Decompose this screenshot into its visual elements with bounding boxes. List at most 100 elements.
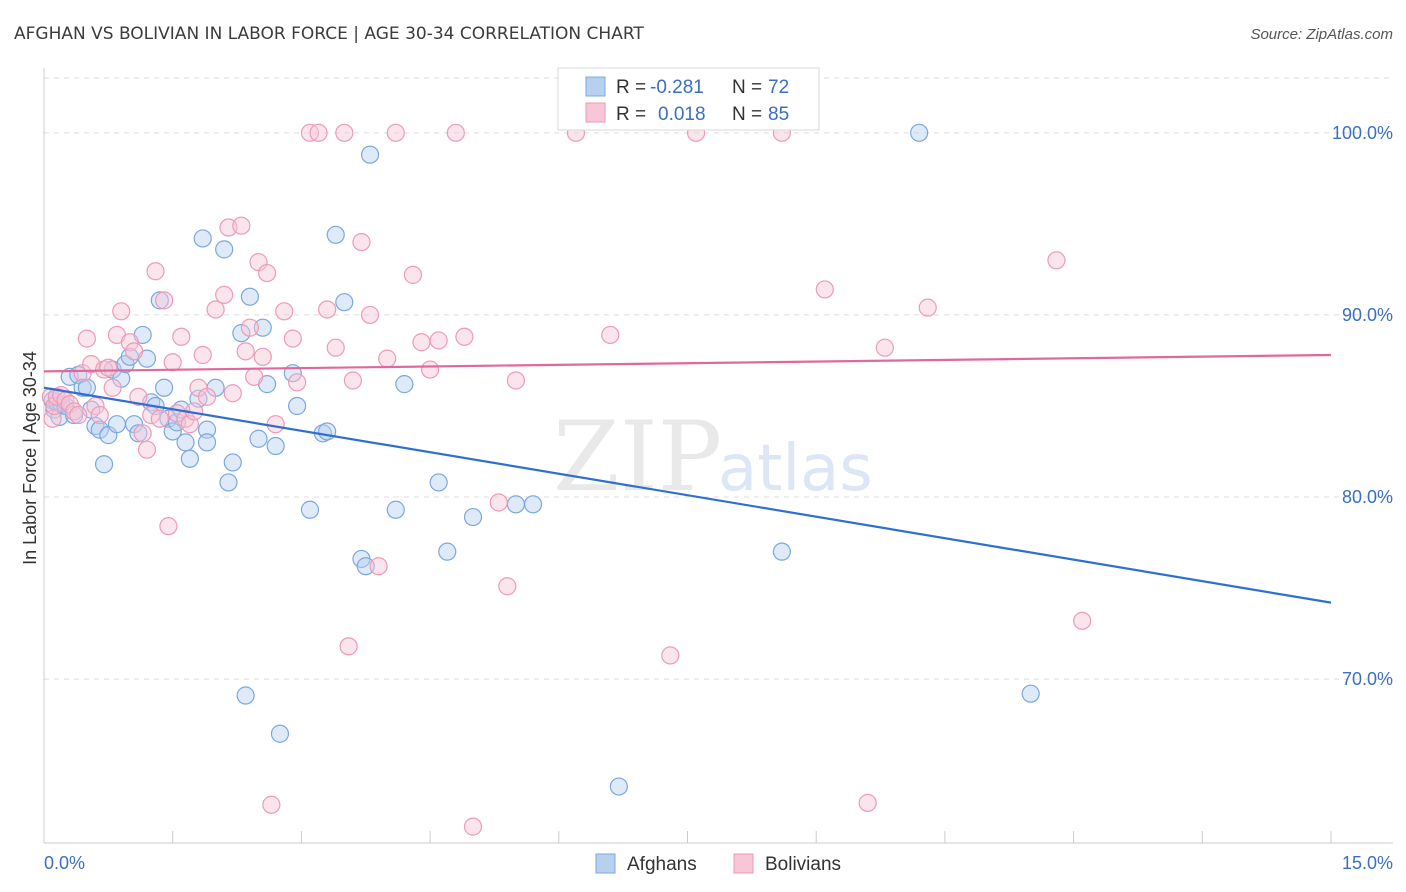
afghans-trend-line [43, 386, 1332, 604]
legend-n-value-afghans: 72 [768, 77, 789, 98]
bolivians-point [1073, 611, 1092, 630]
legend-n-label-bolivians: N = [732, 104, 762, 125]
afghans-point [253, 318, 272, 337]
bolivians-point [133, 424, 152, 443]
bolivians-point [69, 405, 88, 425]
bolivians-point [137, 440, 157, 459]
bolivians-point [283, 329, 302, 348]
bolivians-point [275, 302, 294, 321]
afghans-point [219, 473, 238, 492]
y-tick-label: 90.0% [1342, 305, 1393, 325]
bolivians-point [215, 285, 234, 304]
afghans-point [910, 123, 929, 142]
afghans-point [107, 415, 127, 434]
bolivians-point [309, 123, 328, 142]
afghans-point [232, 324, 251, 343]
bolivians-point [489, 493, 508, 512]
x-tick-label-max: 15.0% [1342, 853, 1393, 873]
bolivians-point [352, 232, 371, 252]
afghans-point [155, 378, 174, 397]
bolivians-point [266, 415, 285, 434]
bolivians-point [318, 300, 337, 319]
afghans-point [609, 777, 628, 796]
bolivians-point [99, 358, 118, 377]
afghans-point [163, 422, 182, 441]
bolivians-point [661, 646, 680, 665]
afghans-point [150, 291, 169, 310]
chart-title: AFGHAN VS BOLIVIAN IN LABOR FORCE | AGE … [14, 24, 644, 44]
afghans-point [73, 378, 92, 397]
legend-r-label-bolivians: R = [616, 104, 646, 125]
trend-lines [43, 353, 1332, 604]
afghans-point [300, 500, 320, 519]
bolivians-point [223, 384, 242, 403]
bolivians-point [257, 263, 277, 283]
bolivians-point [1047, 251, 1066, 270]
bolivians-point [918, 298, 937, 317]
watermark-atlas: atlas [718, 432, 873, 506]
axes [43, 68, 1393, 844]
afghans-point [129, 424, 148, 443]
afghans-point [429, 473, 448, 492]
watermark: ZIP atlas [553, 401, 873, 513]
bolivians-point [858, 793, 877, 813]
afghans-point [180, 449, 199, 468]
afghans-point [318, 422, 337, 441]
bolivians-point [369, 557, 388, 576]
afghans-point [90, 420, 109, 439]
afghans-point [249, 429, 268, 448]
bolivians-point [150, 409, 169, 428]
afghans-point [335, 293, 354, 312]
bolivians-point [193, 345, 212, 365]
bolivians-point [129, 387, 148, 406]
bolivians-point [335, 123, 354, 142]
x-tick-label-min: 0.0% [44, 853, 85, 873]
bolivians-point [421, 360, 440, 379]
legend-swatch-afghans [585, 76, 606, 97]
afghans-point [193, 229, 212, 248]
legend-r-value-afghans: -0.281 [650, 77, 704, 98]
bolivians-point [253, 347, 272, 366]
y-tick-label: 80.0% [1342, 487, 1393, 507]
afghans-point [77, 378, 97, 397]
bolivians-point [403, 265, 423, 284]
bolivians-point [498, 577, 517, 596]
afghans-point [772, 542, 791, 561]
bolivians-point [326, 338, 345, 357]
bolivians-point [446, 123, 465, 142]
bolivians-point [386, 123, 405, 142]
bolivians-point [455, 327, 474, 346]
bolivians-point [155, 291, 174, 310]
chart-source: Source: ZipAtlas.com [1250, 26, 1393, 43]
afghans-point [197, 433, 217, 452]
legend-bottom-label-bolivians: Bolivians [765, 854, 841, 875]
afghans-point [506, 495, 526, 514]
afghans-point [326, 225, 345, 244]
afghans-point [197, 420, 217, 439]
legend-bottom: Afghans Bolivians [595, 853, 841, 875]
bolivians-point [343, 371, 362, 390]
afghans-point [386, 500, 405, 519]
legend-n-value-bolivians: 85 [768, 104, 789, 125]
afghans-points [43, 123, 1040, 796]
bolivians-point [163, 353, 182, 372]
bolivians-point [506, 371, 526, 390]
afghans-point [236, 686, 255, 705]
afghans-point [1021, 684, 1040, 703]
legend-r-label-afghans: R = [616, 77, 646, 98]
bolivians-point [288, 373, 307, 392]
bolivians-point [360, 305, 380, 325]
bolivians-point [103, 378, 122, 397]
legend-r-value-bolivians: 0.018 [658, 104, 706, 125]
watermark-zip: ZIP [553, 401, 722, 513]
legend-n-label-afghans: N = [732, 77, 762, 98]
bolivians-point [146, 262, 165, 281]
bolivians-point [120, 333, 139, 352]
afghans-point [176, 433, 195, 452]
bolivians-point [412, 333, 431, 352]
afghans-point [523, 495, 543, 514]
bolivians-point [429, 331, 448, 350]
afghans-point [356, 557, 375, 576]
bolivians-point [240, 318, 260, 337]
